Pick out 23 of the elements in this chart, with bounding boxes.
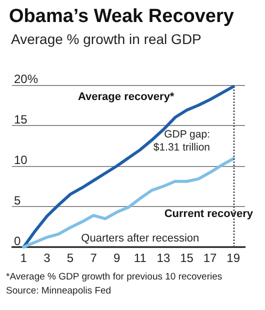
x-tick-label: 17 (203, 251, 218, 265)
y-tick-label: 0 (14, 234, 21, 248)
chart-subtitle: Average % growth in real GDP (11, 31, 202, 47)
x-tick-label: 5 (66, 251, 74, 265)
x-tick-label: 1 (20, 251, 28, 265)
x-tick-label: 9 (114, 251, 121, 265)
series-label: Current recovery (164, 208, 254, 220)
x-tick-label: 15 (180, 251, 194, 265)
y-tick-label: 10 (14, 153, 28, 167)
source-note: Source: Minneapolis Fed (6, 286, 112, 296)
annotation: GDP gap: $1.31 trillion (153, 128, 210, 154)
x-tick-label: 7 (90, 251, 98, 265)
series-label: Average recovery* (78, 91, 175, 104)
y-tick-label: 5 (14, 194, 21, 208)
x-tick-label: 11 (134, 251, 147, 265)
x-tick-label: 19 (226, 251, 240, 265)
x-axis-title: Quarters after recession (81, 232, 200, 244)
y-tick-label: 15 (14, 112, 28, 126)
x-tick-label: 13 (156, 251, 170, 265)
x-tick-label: 3 (44, 251, 51, 265)
chart-title: Obama’s Weak Recovery (9, 6, 234, 27)
text: *Average % GDP growth for previous 10 recoveries (6, 272, 222, 282)
y-tick-label: 20% (14, 72, 38, 86)
